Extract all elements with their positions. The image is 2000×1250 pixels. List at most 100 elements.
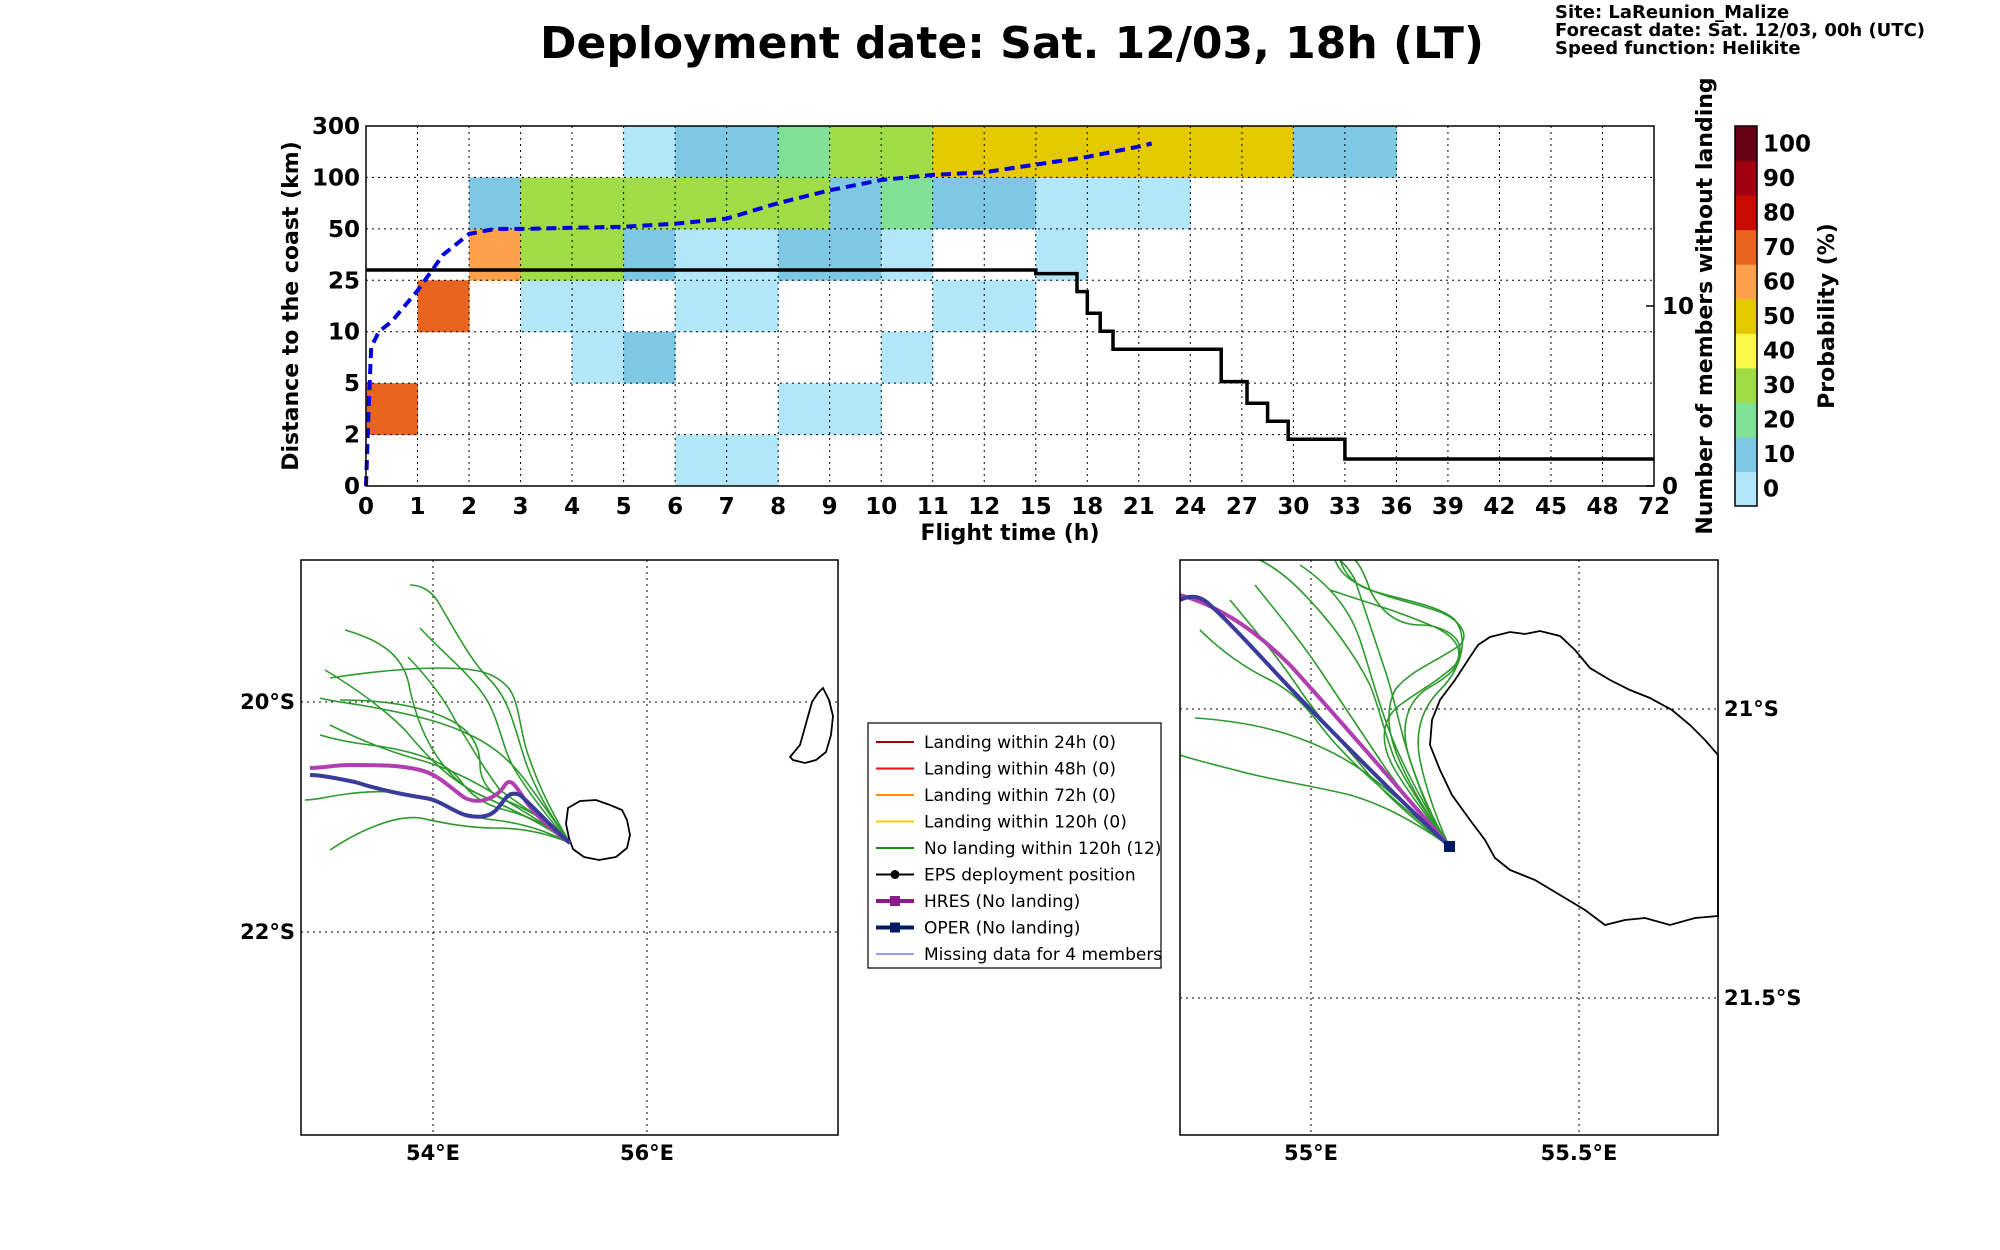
heatmap-cell (572, 228, 625, 281)
heatmap-cell (675, 126, 728, 178)
heatmap-cell (623, 228, 676, 281)
x-tick-label: 2 (461, 494, 477, 520)
right-map-lon-label: 55.5°E (1541, 1141, 1618, 1165)
legend-item: Landing within 72h (0) (876, 786, 1116, 806)
y-tick-label: 10 (328, 320, 360, 346)
x-tick-label: 18 (1071, 494, 1103, 520)
left-map-lat-label: 20°S (240, 690, 295, 714)
x-tick-label: 15 (1020, 494, 1052, 520)
right-map-track (1179, 754, 1450, 847)
heatmap-cell (932, 280, 985, 333)
x-tick-label: 5 (616, 494, 632, 520)
heatmap-cell (932, 126, 985, 178)
colorbar-tick-label: 100 (1763, 131, 1811, 157)
heatmap-cell (778, 126, 831, 178)
x-tick-label: 42 (1483, 494, 1515, 520)
heatmap-lines (364, 141, 1654, 487)
x-tick-label: 72 (1638, 494, 1670, 520)
heatmap-cell (366, 383, 419, 436)
heatmap-cell (469, 177, 522, 230)
legend-swatch-marker (890, 870, 900, 879)
x-tick-label: 6 (667, 494, 683, 520)
heatmap-cell (881, 331, 934, 384)
x-tick-label: 11 (917, 494, 949, 520)
heatmap-cell (881, 126, 934, 178)
legend-item: EPS deployment position (876, 866, 1136, 886)
legend-label: OPER (No landing) (924, 919, 1080, 939)
right-map-frame (1179, 559, 1719, 1136)
heatmap-cell (1138, 126, 1191, 178)
heatmap-cell (675, 280, 728, 333)
colorbar-tick-label: 40 (1763, 339, 1795, 365)
heatmap-cell (623, 331, 676, 384)
heatmap-cell (1138, 177, 1191, 230)
x-tick-label: 10 (865, 494, 897, 520)
mean-distance-line (364, 141, 1153, 487)
left-map-mauritius-coast (788, 686, 834, 764)
colorbar: 0 10 20 30 40 50 60 70 80 90 100 Probability (%) (1734, 125, 1840, 507)
legend-swatch-marker (890, 922, 900, 933)
colorbar-block (1735, 333, 1757, 369)
heatmap-cell (1035, 177, 1088, 230)
left-map-track (319, 734, 571, 844)
colorbar-frame (1734, 125, 1758, 507)
left-map-background (301, 560, 838, 1135)
x-tick-label: 12 (968, 494, 1000, 520)
x-tick-label: 7 (719, 494, 735, 520)
colorbar-tick-label: 60 (1763, 269, 1795, 295)
x-tick-label: 30 (1277, 494, 1309, 520)
colorbar-tick-label: 10 (1763, 442, 1795, 468)
x-tick-label: 24 (1174, 494, 1206, 520)
heatmap-cell (520, 228, 573, 281)
x-tick-label: 33 (1329, 494, 1361, 520)
heatmap-cell (726, 126, 779, 178)
left-map-ensemble-tracks (304, 584, 571, 851)
colorbar-tick-label: 30 (1763, 373, 1795, 399)
heatmap-cell (778, 228, 831, 281)
heatmap-cell (520, 177, 573, 230)
y-tick-label: 25 (328, 268, 360, 294)
legend-item: HRES (No landing) (876, 892, 1080, 912)
heatmap-cell (1241, 126, 1294, 178)
y-tick-label: 300 (312, 114, 360, 140)
site-info: Site: LaReunion_Malize (1555, 2, 1789, 23)
y-tick-label: 2 (344, 423, 360, 449)
y2-tick-label: 0 (1662, 474, 1678, 500)
legend-label: No landing within 120h (12) (924, 839, 1161, 859)
left-map-track (419, 627, 571, 844)
left-map: 20°S 22°S 54°E 56°E (240, 559, 839, 1165)
legend-item: OPER (No landing) (876, 919, 1080, 939)
right-map: 21°S 21.5°S 55°E 55.5°E (1179, 559, 1801, 1165)
y-tick-label: 100 (312, 165, 360, 191)
heatmap-cell (675, 434, 728, 487)
y-tick-label: 0 (344, 474, 360, 500)
colorbar-tick-label: 80 (1763, 200, 1795, 226)
legend-label: Landing within 48h (0) (924, 760, 1116, 780)
heatmap-panel: 0 1 2 3 4 5 6 7 8 9 10 11 12 15 18 21 24 27 30 33 36 39 42 45 48… (279, 77, 1718, 546)
heatmap-cell (778, 177, 831, 230)
right-map-oper-track (1179, 594, 1451, 848)
heatmap-cell (675, 228, 728, 281)
colorbar-tick-label: 20 (1763, 408, 1795, 434)
forecast-info: Forecast date: Sat. 12/03, 00h (UTC) (1555, 20, 1925, 41)
legend-label: HRES (No landing) (924, 892, 1080, 912)
heatmap-cell (932, 177, 985, 230)
left-map-lon-label: 56°E (620, 1141, 674, 1165)
x-tick-label: 21 (1123, 494, 1155, 520)
y-tick-label: 5 (344, 371, 360, 397)
right-map-track (1299, 564, 1450, 847)
heatmap-cell (675, 177, 728, 230)
heatmap-cell (984, 177, 1037, 230)
colorbar-block (1735, 229, 1757, 265)
colorbar-block (1735, 402, 1757, 438)
x-tick-label: 8 (770, 494, 786, 520)
right-map-reunion-coast (1429, 630, 1719, 926)
colorbar-block (1735, 471, 1757, 507)
left-map-lon-label: 54°E (406, 1141, 460, 1165)
y-tick-label: 50 (328, 217, 360, 243)
legend-box (867, 722, 1162, 969)
legend: Landing within 24h (0) Landing within 48h… (867, 722, 1162, 969)
colorbar-tick-label: 50 (1763, 304, 1795, 330)
left-map-lat-label: 22°S (240, 920, 295, 944)
